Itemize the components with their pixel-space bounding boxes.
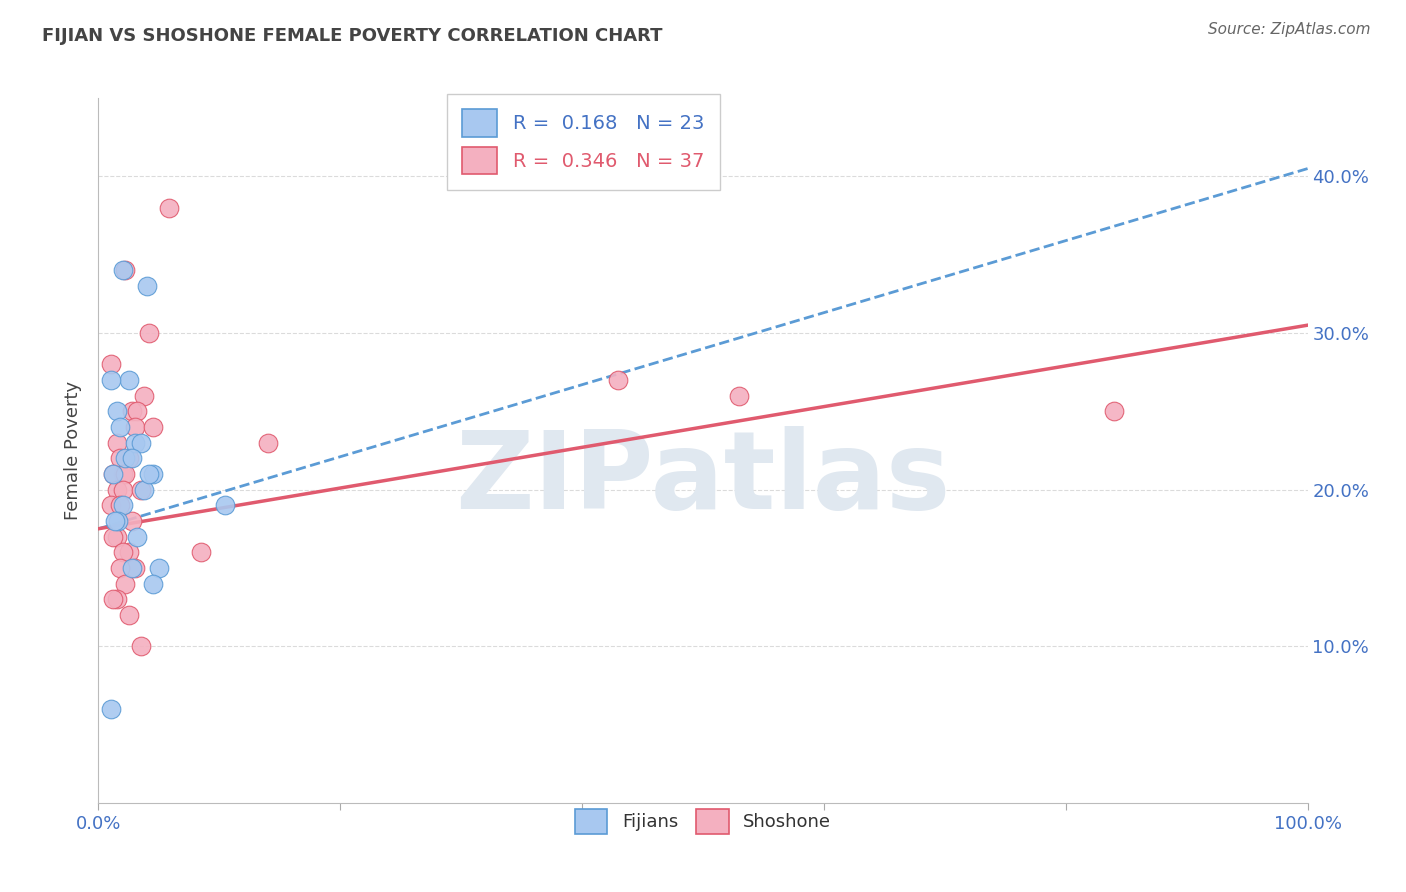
Point (111, 498, 134, 512)
Point (100, 498, 122, 512)
Point (105, 530, 128, 544)
Point (101, 530, 124, 544)
Y-axis label: Female Poverty: Female Poverty (63, 381, 82, 520)
Text: Source: ZipAtlas.com: Source: ZipAtlas.com (1208, 22, 1371, 37)
Point (121, 404, 143, 418)
Point (129, 639, 152, 653)
Point (105, 592, 128, 607)
Point (728, 389, 751, 403)
Point (190, 545, 212, 559)
Point (118, 545, 141, 559)
Point (101, 592, 124, 607)
Point (148, 561, 170, 575)
Point (114, 576, 136, 591)
Point (100, 357, 122, 371)
Point (134, 483, 156, 497)
Legend: Fijians, Shoshone: Fijians, Shoshone (565, 799, 841, 843)
Text: FIJIAN VS SHOSHONE FEMALE POVERTY CORRELATION CHART: FIJIAN VS SHOSHONE FEMALE POVERTY CORREL… (42, 27, 662, 45)
Point (100, 702, 122, 716)
Text: ZIPatlas: ZIPatlas (456, 425, 950, 532)
Point (142, 467, 165, 481)
Point (105, 404, 128, 418)
Point (142, 420, 165, 434)
Point (124, 435, 146, 450)
Point (114, 263, 136, 277)
Point (121, 561, 143, 575)
Point (1102, 404, 1125, 418)
Point (111, 467, 134, 481)
Point (114, 467, 136, 481)
Point (134, 389, 156, 403)
Point (118, 607, 141, 622)
Point (214, 498, 236, 512)
Point (607, 373, 630, 387)
Point (100, 373, 122, 387)
Point (108, 498, 131, 512)
Point (256, 435, 278, 450)
Point (118, 373, 141, 387)
Point (114, 451, 136, 466)
Point (107, 514, 129, 528)
Point (124, 561, 146, 575)
Point (127, 404, 149, 418)
Point (138, 326, 160, 340)
Point (121, 514, 143, 528)
Point (142, 576, 165, 591)
Point (104, 514, 127, 528)
Point (135, 279, 157, 293)
Point (108, 420, 131, 434)
Point (111, 263, 134, 277)
Point (157, 201, 180, 215)
Point (124, 420, 146, 434)
Point (111, 483, 134, 497)
Point (101, 467, 124, 481)
Point (101, 467, 124, 481)
Point (111, 545, 134, 559)
Point (108, 451, 131, 466)
Point (105, 483, 128, 497)
Point (105, 435, 128, 450)
Point (129, 483, 152, 497)
Point (127, 530, 149, 544)
Point (108, 561, 131, 575)
Point (121, 451, 143, 466)
Point (138, 467, 160, 481)
Point (129, 435, 152, 450)
Point (118, 451, 141, 466)
